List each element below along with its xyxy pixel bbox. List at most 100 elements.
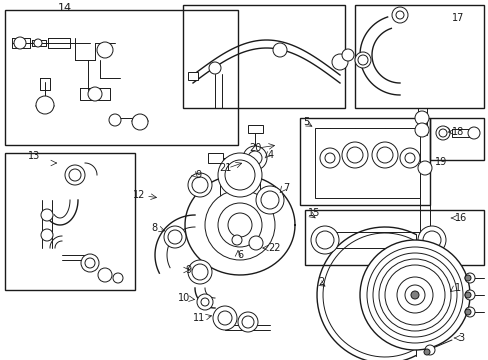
Circle shape bbox=[81, 254, 99, 272]
Circle shape bbox=[438, 129, 446, 137]
Circle shape bbox=[414, 111, 428, 125]
Text: 5: 5 bbox=[303, 117, 308, 127]
Circle shape bbox=[464, 273, 474, 283]
Circle shape bbox=[41, 209, 53, 221]
Circle shape bbox=[410, 291, 418, 299]
Circle shape bbox=[201, 298, 208, 306]
Bar bbox=[187, 72, 198, 80]
Circle shape bbox=[435, 126, 449, 140]
Circle shape bbox=[34, 39, 42, 47]
Text: 18: 18 bbox=[451, 127, 463, 137]
Circle shape bbox=[192, 177, 207, 193]
Text: 17: 17 bbox=[451, 13, 464, 23]
Circle shape bbox=[248, 236, 263, 250]
Circle shape bbox=[376, 147, 392, 163]
Bar bbox=[299, 118, 429, 205]
Bar bbox=[354, 5, 483, 108]
Text: 15: 15 bbox=[307, 208, 320, 218]
Bar bbox=[314, 128, 419, 198]
Circle shape bbox=[359, 240, 469, 350]
Text: 9: 9 bbox=[195, 170, 201, 180]
Circle shape bbox=[366, 247, 462, 343]
Circle shape bbox=[414, 123, 428, 137]
Circle shape bbox=[357, 55, 367, 65]
Circle shape bbox=[464, 275, 470, 281]
Bar bbox=[5, 10, 238, 145]
Circle shape bbox=[256, 186, 284, 214]
Circle shape bbox=[242, 316, 253, 328]
Circle shape bbox=[404, 285, 424, 305]
Circle shape bbox=[341, 142, 367, 168]
Circle shape bbox=[315, 231, 333, 249]
Circle shape bbox=[415, 253, 433, 271]
Circle shape bbox=[85, 258, 95, 268]
Bar bbox=[183, 5, 345, 108]
Circle shape bbox=[417, 226, 445, 254]
Text: 11: 11 bbox=[192, 313, 204, 323]
Circle shape bbox=[346, 147, 362, 163]
Circle shape bbox=[384, 265, 444, 325]
Circle shape bbox=[238, 312, 258, 332]
Circle shape bbox=[464, 309, 470, 315]
Text: 16: 16 bbox=[454, 213, 467, 223]
Circle shape bbox=[423, 349, 429, 355]
Circle shape bbox=[213, 306, 237, 330]
Text: 8: 8 bbox=[152, 223, 158, 233]
Circle shape bbox=[88, 87, 102, 101]
Circle shape bbox=[325, 153, 334, 163]
Circle shape bbox=[218, 311, 231, 325]
Circle shape bbox=[272, 43, 286, 57]
Circle shape bbox=[208, 62, 221, 74]
Circle shape bbox=[391, 7, 407, 23]
Circle shape bbox=[187, 260, 212, 284]
Circle shape bbox=[97, 42, 113, 58]
Circle shape bbox=[218, 203, 262, 247]
Text: 13: 13 bbox=[28, 151, 40, 161]
Circle shape bbox=[378, 259, 450, 331]
Circle shape bbox=[419, 257, 429, 267]
Circle shape bbox=[98, 268, 112, 282]
Text: 14: 14 bbox=[58, 3, 72, 13]
Circle shape bbox=[41, 229, 53, 241]
Circle shape bbox=[341, 49, 353, 61]
Circle shape bbox=[231, 235, 242, 245]
Circle shape bbox=[422, 231, 440, 249]
Circle shape bbox=[354, 52, 370, 68]
Circle shape bbox=[224, 160, 254, 190]
Circle shape bbox=[168, 230, 182, 244]
Circle shape bbox=[163, 226, 185, 248]
Circle shape bbox=[113, 273, 123, 283]
Text: 7: 7 bbox=[283, 183, 289, 193]
Circle shape bbox=[424, 345, 434, 355]
Bar bbox=[429, 118, 483, 160]
Bar bbox=[231, 248, 242, 255]
Circle shape bbox=[399, 148, 419, 168]
Circle shape bbox=[464, 292, 470, 298]
Circle shape bbox=[132, 114, 148, 130]
Bar bbox=[250, 222, 261, 229]
Circle shape bbox=[227, 213, 251, 237]
Circle shape bbox=[396, 277, 432, 313]
Circle shape bbox=[395, 11, 403, 19]
Circle shape bbox=[197, 294, 213, 310]
Text: 4: 4 bbox=[267, 150, 274, 160]
Circle shape bbox=[464, 307, 474, 317]
Text: 1: 1 bbox=[454, 283, 460, 293]
Circle shape bbox=[109, 114, 121, 126]
Bar bbox=[5, 153, 135, 290]
Circle shape bbox=[372, 253, 456, 337]
Circle shape bbox=[439, 127, 449, 137]
Text: 2: 2 bbox=[317, 277, 324, 287]
Circle shape bbox=[371, 142, 397, 168]
Text: 21: 21 bbox=[218, 163, 231, 173]
Circle shape bbox=[417, 161, 431, 175]
Circle shape bbox=[65, 165, 85, 185]
Bar bbox=[207, 153, 223, 163]
Circle shape bbox=[331, 54, 347, 70]
Polygon shape bbox=[184, 175, 294, 275]
Text: 6: 6 bbox=[237, 250, 243, 260]
Circle shape bbox=[36, 96, 54, 114]
Text: 9: 9 bbox=[184, 265, 191, 275]
Circle shape bbox=[14, 37, 26, 49]
Bar bbox=[247, 125, 263, 133]
